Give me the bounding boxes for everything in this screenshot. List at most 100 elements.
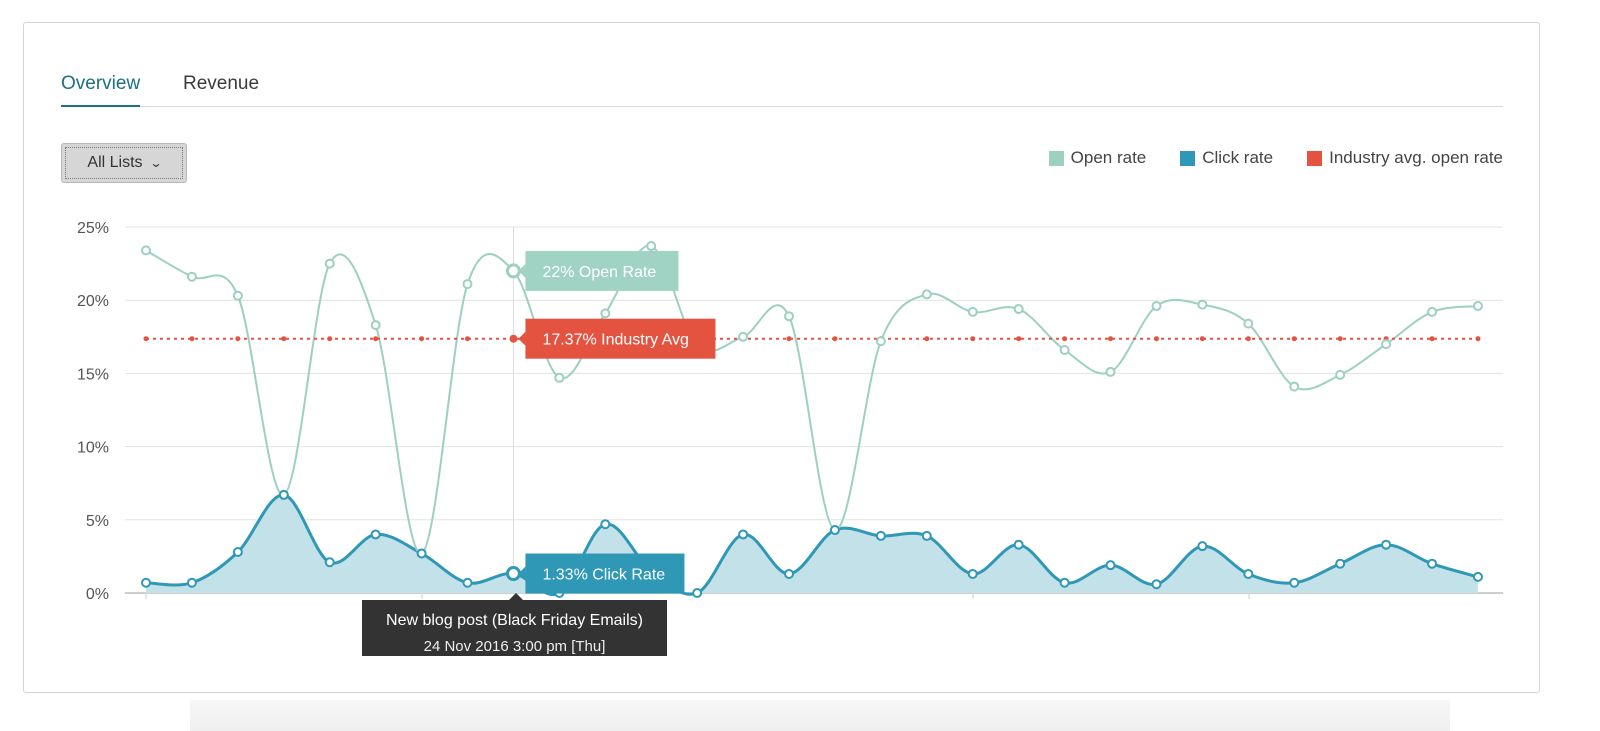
- click-rate-point: [1151, 579, 1162, 590]
- industry-avg-point: [373, 336, 379, 342]
- click-rate-point: [278, 489, 289, 500]
- industry-avg-point: [235, 336, 241, 342]
- tooltip-date: 24 Nov 2016 3:00 pm [Thu]: [423, 638, 606, 655]
- legend-item-click-rate: Click rate: [1180, 148, 1273, 168]
- tab-bar: Overview Revenue: [61, 70, 1503, 107]
- event-tooltip: New blog post (Black Friday Emails) 24 N…: [362, 600, 667, 656]
- industry-avg-callout-text: 17.37% Industry Avg: [542, 332, 688, 349]
- click-rate-point: [829, 525, 840, 536]
- tooltip-title: New blog post (Black Friday Emails): [386, 612, 643, 629]
- chart-legend: Open rate Click rate Industry avg. open …: [1048, 148, 1503, 168]
- industry-avg-point: [1153, 336, 1159, 342]
- industry-avg-point: [189, 336, 195, 342]
- industry-avg-point: [1291, 336, 1297, 342]
- industry-avg-point: [1429, 336, 1435, 342]
- industry-avg-point: [1337, 336, 1343, 342]
- legend-item-industry-avg: Industry avg. open rate: [1307, 148, 1503, 168]
- industry-avg-point: [1016, 336, 1022, 342]
- dropdown-focus-ring: All Lists ⌄: [65, 147, 183, 179]
- open-rate-callout-text: 22% Open Rate: [542, 264, 656, 281]
- legend-swatch-open-rate: [1048, 150, 1064, 166]
- open-rate-line: [145, 245, 1479, 555]
- open-rate-point: [1381, 339, 1392, 350]
- open-rate-point: [370, 320, 381, 331]
- open-rate-point: [1335, 369, 1346, 380]
- click-rate-point: [738, 529, 749, 540]
- industry-avg-point: [327, 336, 333, 342]
- open-rate-point: [875, 336, 886, 347]
- dropdown-label: All Lists: [87, 154, 143, 171]
- industry-avg-callout-box: [525, 318, 716, 359]
- y-tick-label: 25%: [77, 220, 109, 237]
- click-rate-callout-text: 1.33% Click Rate: [542, 567, 665, 584]
- click-rate-callout: 1.33% Click Rate: [518, 553, 685, 594]
- click-rate-point: [1472, 571, 1483, 582]
- open-rate-point: [600, 308, 611, 319]
- click-rate-point: [186, 577, 197, 588]
- industry-avg-point: [924, 336, 930, 342]
- legend-swatch-industry-avg: [1307, 150, 1323, 166]
- open-rate-point: [462, 279, 473, 290]
- click-rate-callout-pointer: [518, 566, 526, 581]
- open-rate-point: [784, 311, 795, 322]
- click-rate-point: [1335, 558, 1346, 569]
- click-rate-point: [1013, 539, 1024, 550]
- legend-swatch-click-rate: [1180, 150, 1196, 166]
- open-rate-point: [186, 271, 197, 282]
- tab-revenue[interactable]: Revenue: [183, 73, 260, 94]
- click-rate-callout-box: [525, 553, 685, 594]
- open-rate-point: [1289, 381, 1300, 392]
- click-rate-point: [1243, 568, 1254, 579]
- click-rate-point: [1105, 560, 1116, 571]
- click-rate-area: [146, 494, 1478, 595]
- click-rate-point: [324, 557, 335, 568]
- open-rate-point: [232, 290, 243, 301]
- industry-avg-point: [1199, 336, 1205, 342]
- industry-avg-point: [1108, 336, 1114, 342]
- open-rate-callout-box: [525, 250, 679, 291]
- legend-label: Click rate: [1202, 148, 1274, 167]
- list-filter-dropdown[interactable]: All Lists ⌄: [61, 143, 187, 183]
- open-rate-point: [921, 289, 932, 300]
- open-rate-point: [1059, 344, 1070, 355]
- legend-label: Industry avg. open rate: [1329, 148, 1503, 167]
- open-rate-point: [324, 258, 335, 269]
- click-rate-point: [141, 577, 151, 588]
- industry-avg-point: [465, 336, 471, 342]
- industry-avg-callout: 17.37% Industry Avg: [518, 318, 716, 359]
- open-rate-point: [646, 241, 657, 252]
- industry-avg-point: [1475, 336, 1481, 342]
- click-rate-point: [370, 529, 381, 540]
- click-rate-point: [875, 530, 886, 541]
- card-shadow: [190, 700, 1450, 731]
- click-rate-point: [232, 547, 243, 558]
- legend-label: Open rate: [1070, 148, 1147, 167]
- industry-avg-point: [1245, 336, 1251, 342]
- open-rate-point: [1151, 301, 1162, 312]
- industry-avg-point: [143, 336, 149, 342]
- click-rate-point: [784, 568, 795, 579]
- open-rate-point: [967, 306, 978, 317]
- open-rate-callout-pointer: [518, 263, 526, 278]
- click-rate-point: [1381, 539, 1392, 550]
- click-rate-point: [692, 588, 703, 598]
- open-rate-point: [1472, 301, 1483, 312]
- open-rate-point: [1013, 303, 1024, 314]
- click-rate-point: [1427, 558, 1438, 569]
- click-rate-point: [462, 577, 473, 588]
- y-tick-label: 5%: [86, 513, 109, 530]
- industry-avg-point: [281, 336, 287, 342]
- open-rate-point-highlight: [505, 263, 521, 279]
- industry-avg-point: [1062, 336, 1068, 342]
- industry-avg-callout-pointer: [518, 331, 526, 346]
- click-rate-point: [1289, 577, 1300, 588]
- click-rate-point: [416, 548, 427, 559]
- open-rate-point: [1243, 318, 1254, 329]
- click-rate-point: [1059, 577, 1070, 588]
- tab-overview[interactable]: Overview: [61, 73, 141, 107]
- y-tick-label: 0%: [86, 586, 109, 603]
- y-tick-label: 15%: [77, 366, 109, 383]
- click-rate-point: [967, 568, 978, 579]
- open-rate-point: [1197, 299, 1208, 310]
- chevron-down-icon: ⌄: [149, 156, 163, 170]
